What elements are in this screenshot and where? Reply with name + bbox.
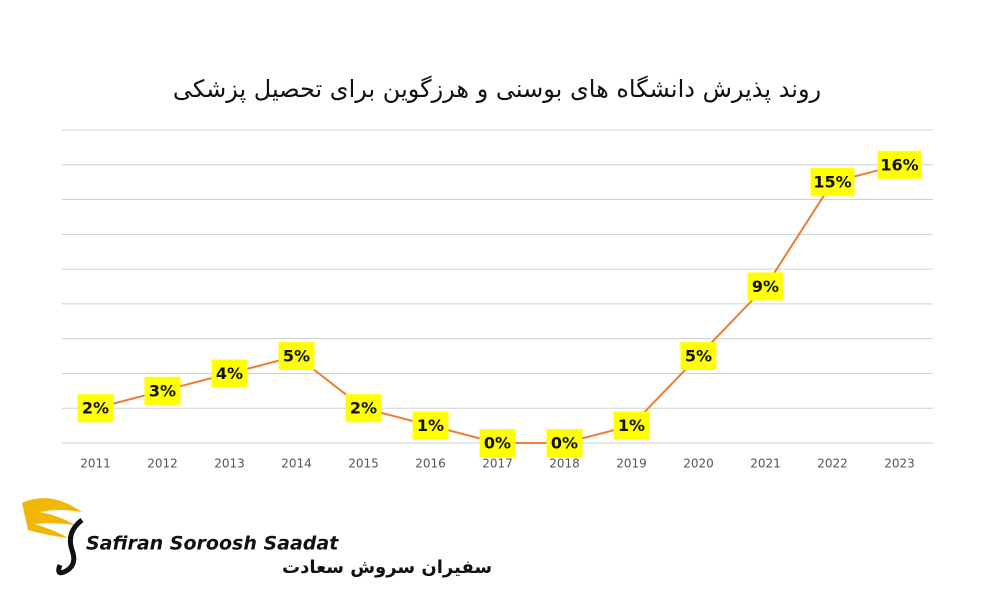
value-label-box [278, 342, 315, 371]
x-tick-label: 2021 [750, 457, 781, 471]
x-tick-label: 2023 [884, 457, 915, 471]
value-label: 4% [216, 364, 243, 383]
x-tick-label: 2011 [80, 457, 111, 471]
value-label-box [211, 359, 248, 388]
value-label-box [77, 394, 114, 423]
value-label: 3% [149, 381, 176, 400]
value-label: 15% [813, 173, 851, 192]
value-label: 0% [551, 434, 578, 453]
x-tick-label: 2014 [281, 457, 312, 471]
logo: Safiran Soroosh Saadat سفیران سروش سعادت [22, 498, 492, 578]
x-tick-label: 2020 [683, 457, 714, 471]
x-tick-label: 2018 [549, 457, 580, 471]
value-label: 2% [350, 399, 377, 418]
x-tick-label: 2017 [482, 457, 513, 471]
value-label: 1% [417, 416, 444, 435]
value-label: 16% [880, 155, 918, 174]
value-label: 5% [685, 347, 712, 366]
x-tick-label: 2013 [214, 457, 245, 471]
x-tick-label: 2012 [147, 457, 178, 471]
value-label-box [747, 272, 784, 301]
logo-name: Safiran Soroosh Saadat [86, 533, 339, 555]
value-label-box [144, 376, 181, 405]
value-label-box [412, 411, 449, 440]
value-label: 5% [283, 347, 310, 366]
x-tick-label: 2015 [348, 457, 379, 471]
value-label-box [345, 394, 382, 423]
value-label: 0% [484, 434, 511, 453]
value-label-box [680, 342, 717, 371]
value-label-box [613, 411, 650, 440]
logo-name-fa: سفیران سروش سعادت [282, 557, 492, 578]
value-label: 2% [82, 399, 109, 418]
value-label: 1% [618, 416, 645, 435]
x-tick-label: 2016 [415, 457, 446, 471]
value-label-box [546, 429, 583, 457]
value-label-box [479, 429, 516, 457]
value-label: 9% [752, 277, 779, 296]
logo-wings [22, 498, 82, 538]
logo-swan [56, 518, 84, 576]
value-label-box [877, 150, 922, 179]
x-tick-label: 2022 [817, 457, 848, 471]
value-label-box [810, 168, 855, 197]
chart-title: روند پذیرش دانشگاه های بوسنی و هرزگوین ب… [173, 75, 821, 103]
x-tick-label: 2019 [616, 457, 647, 471]
